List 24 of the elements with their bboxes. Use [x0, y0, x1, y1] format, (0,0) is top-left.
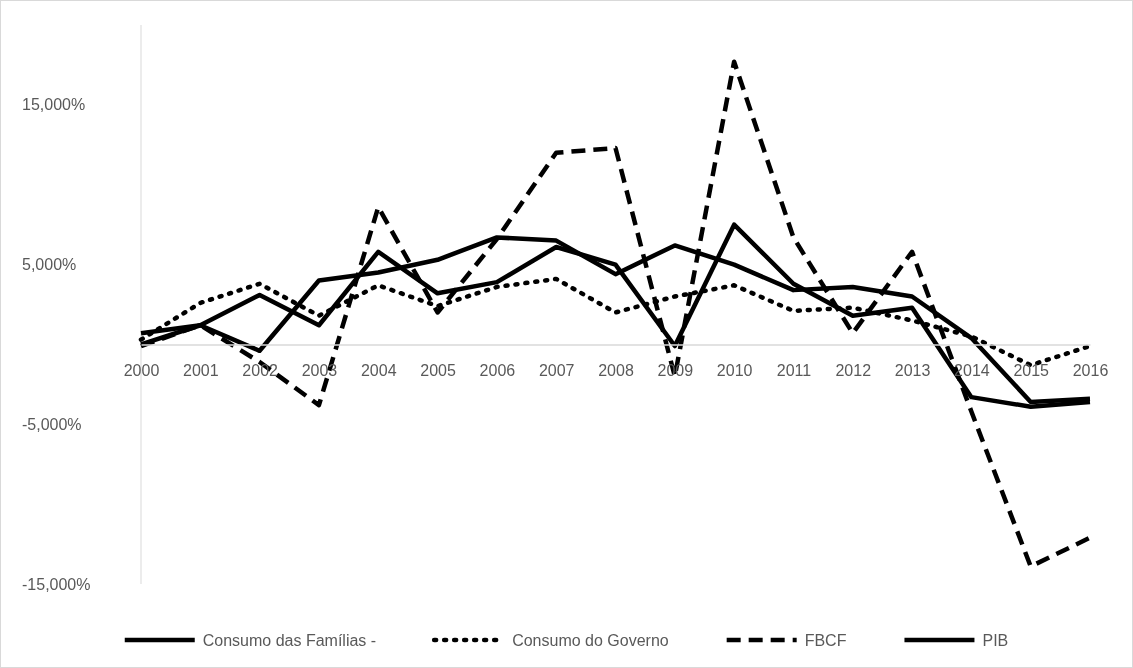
x-tick-label: 2016 — [1072, 362, 1109, 380]
y-tick-label: -15,000% — [22, 575, 91, 593]
x-tick-label: 2006 — [479, 362, 516, 380]
x-tick-label: 2002 — [242, 362, 279, 380]
x-tick-label: 2004 — [360, 362, 397, 380]
x-tick-label: 2009 — [657, 362, 694, 380]
legend-label: Consumo do Governo — [512, 632, 669, 649]
legend-label: Consumo das Famílias - — [202, 632, 377, 649]
x-tick-label: 2008 — [598, 362, 634, 380]
x-tick-label: 2015 — [1013, 362, 1050, 380]
x-tick-label: 2013 — [894, 362, 931, 380]
x-tick-label: 2003 — [301, 362, 338, 380]
x-tick-label: 2000 — [123, 362, 160, 380]
y-tick-label: 5,000% — [22, 256, 77, 274]
legend-label: PIB — [982, 632, 1009, 649]
x-tick-label: 2001 — [183, 362, 219, 380]
x-tick-label: 2011 — [776, 362, 812, 380]
legend-label: FBCF — [804, 632, 847, 649]
y-tick-label: -5,000% — [22, 415, 82, 433]
x-tick-label: 2007 — [538, 362, 575, 380]
x-tick-label: 2010 — [716, 362, 753, 380]
x-tick-label: 2005 — [420, 362, 456, 380]
x-tick-label: 2012 — [835, 362, 872, 380]
y-tick-label: 15,000% — [22, 96, 86, 114]
